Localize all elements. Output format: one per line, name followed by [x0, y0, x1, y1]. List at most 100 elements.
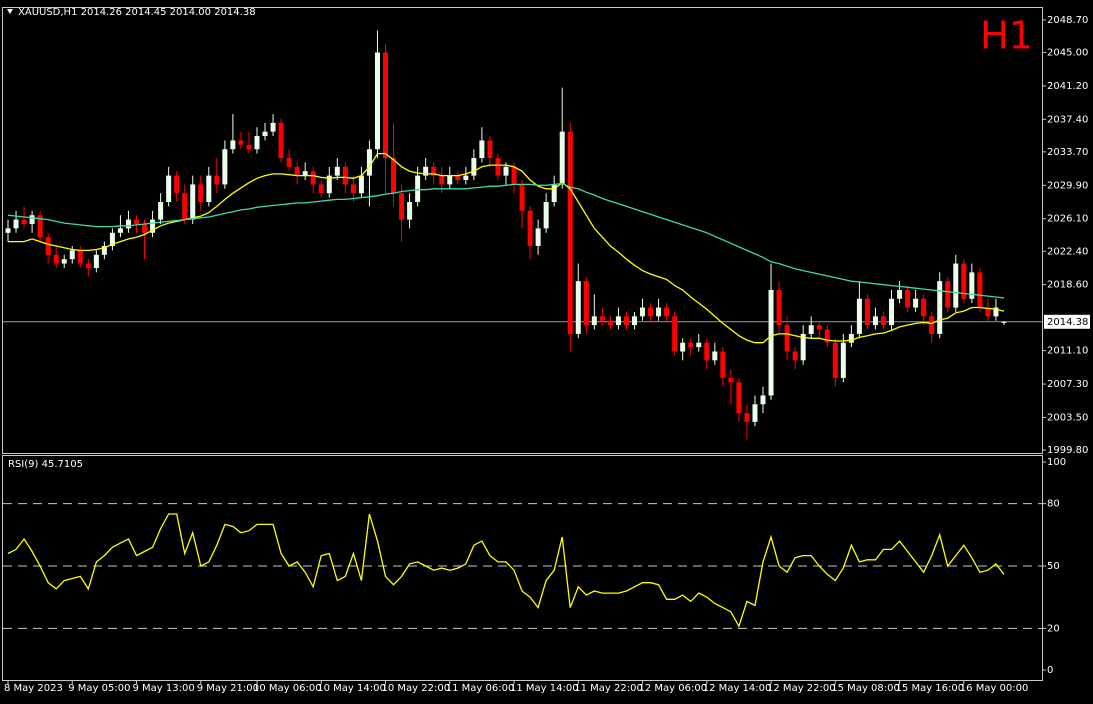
x-tick-label: 10 May 22:00	[382, 683, 451, 694]
candle-body	[350, 184, 356, 194]
candle-body	[37, 215, 43, 238]
candle-body	[680, 342, 686, 352]
menu-arrow[interactable]	[7, 9, 13, 14]
candle-body	[969, 272, 975, 299]
x-tick-label: 11 May 22:00	[574, 683, 643, 694]
y-tick-label: 2026.10	[1047, 214, 1088, 225]
candle-body	[929, 316, 935, 334]
candle-body	[439, 175, 445, 185]
y-tick-label: 2022.40	[1047, 246, 1088, 257]
candle-body	[142, 223, 148, 233]
candle-body	[503, 166, 509, 176]
candle-body	[897, 289, 903, 299]
candle-body	[53, 254, 59, 264]
y-tick-label: 100	[1047, 457, 1066, 468]
candle-body	[945, 281, 951, 308]
price-panel-frame	[2, 7, 1043, 454]
candle-body	[712, 351, 718, 361]
candle-body	[174, 175, 180, 194]
x-tick-label: 15 May 08:00	[831, 683, 900, 694]
x-tick-label: 15 May 16:00	[896, 683, 965, 694]
candle-body	[294, 166, 300, 176]
candle-body	[302, 171, 308, 176]
candle-body	[374, 52, 380, 150]
y-tick-label: 2033.70	[1047, 147, 1088, 158]
x-tick-label: 9 May 13:00	[133, 683, 195, 694]
candle-body	[222, 149, 228, 185]
candle-body	[864, 298, 870, 326]
price-tag	[1044, 314, 1090, 329]
symbol-header: XAUUSD,H1 2014.26 2014.45 2014.00 2014.3…	[18, 7, 256, 18]
candle-body	[13, 219, 19, 229]
candle-body	[415, 175, 421, 203]
rsi-panel-frame	[2, 455, 1043, 681]
candle-body	[832, 342, 838, 378]
candle-body	[752, 404, 758, 422]
candle-body	[358, 175, 364, 194]
candle-body	[648, 307, 654, 317]
candle-body	[45, 237, 51, 255]
x-tick-label: 11 May 14:00	[510, 683, 579, 694]
y-tick-label: 2029.90	[1047, 180, 1088, 191]
candle-body	[342, 166, 348, 185]
candle-body	[792, 351, 798, 361]
candle-body	[254, 136, 260, 150]
candle-body	[872, 316, 878, 326]
candle-body	[535, 228, 541, 246]
candle-body	[559, 131, 565, 185]
candle-body	[238, 140, 244, 145]
moving-average	[7, 182, 1005, 299]
candle-body	[583, 281, 589, 326]
candle-body	[800, 333, 806, 361]
candle-body	[198, 184, 204, 203]
candle-body	[262, 131, 268, 137]
candle-body	[880, 316, 886, 326]
timeframe-label: H1	[980, 14, 1033, 58]
candle-body	[270, 122, 276, 132]
candle-body	[768, 289, 774, 396]
y-tick-label: 50	[1047, 561, 1060, 572]
y-tick-label: 2011.10	[1047, 346, 1088, 357]
candle-body	[615, 316, 621, 326]
y-tick-label: 2007.30	[1047, 379, 1088, 390]
candle-body	[117, 228, 123, 233]
candle-body	[21, 219, 27, 224]
candle-body	[784, 325, 790, 352]
x-tick-label: 10 May 06:00	[253, 683, 322, 694]
candle-body	[286, 158, 292, 167]
candle-body	[953, 263, 959, 308]
y-tick-label: 20	[1047, 623, 1060, 634]
candle-body	[495, 158, 501, 176]
candle-body	[85, 263, 91, 268]
candle-body	[567, 131, 573, 334]
candle-body	[848, 333, 854, 343]
price-tag-label: 2014.38	[1047, 317, 1088, 328]
y-tick-label: 2003.50	[1047, 412, 1088, 423]
candle-body	[816, 325, 822, 330]
x-tick-label: 9 May 21:00	[197, 683, 259, 694]
candle-body	[889, 298, 895, 326]
candle-body	[607, 320, 613, 326]
candle-body	[631, 316, 637, 326]
candle-body	[134, 219, 140, 224]
candle-body	[543, 202, 549, 229]
candle-body	[278, 122, 284, 159]
candle-body	[109, 232, 115, 246]
candle-body	[455, 175, 461, 181]
candle-body	[551, 184, 557, 203]
candle-body	[447, 175, 453, 185]
x-tick-label: 16 May 00:00	[960, 683, 1029, 694]
candle-body	[190, 184, 196, 220]
rsi-header: RSI(9) 45.7105	[8, 459, 83, 470]
candle-body	[61, 259, 67, 264]
candle-body	[383, 52, 389, 159]
y-tick-label: 2041.20	[1047, 81, 1088, 92]
candle-body	[158, 202, 164, 220]
candle-body	[230, 140, 236, 150]
x-tick-label: 12 May 06:00	[639, 683, 708, 694]
candle-body	[93, 254, 99, 268]
rsi-line	[7, 513, 1005, 628]
candle-body	[656, 307, 662, 317]
candle-body	[511, 166, 517, 185]
